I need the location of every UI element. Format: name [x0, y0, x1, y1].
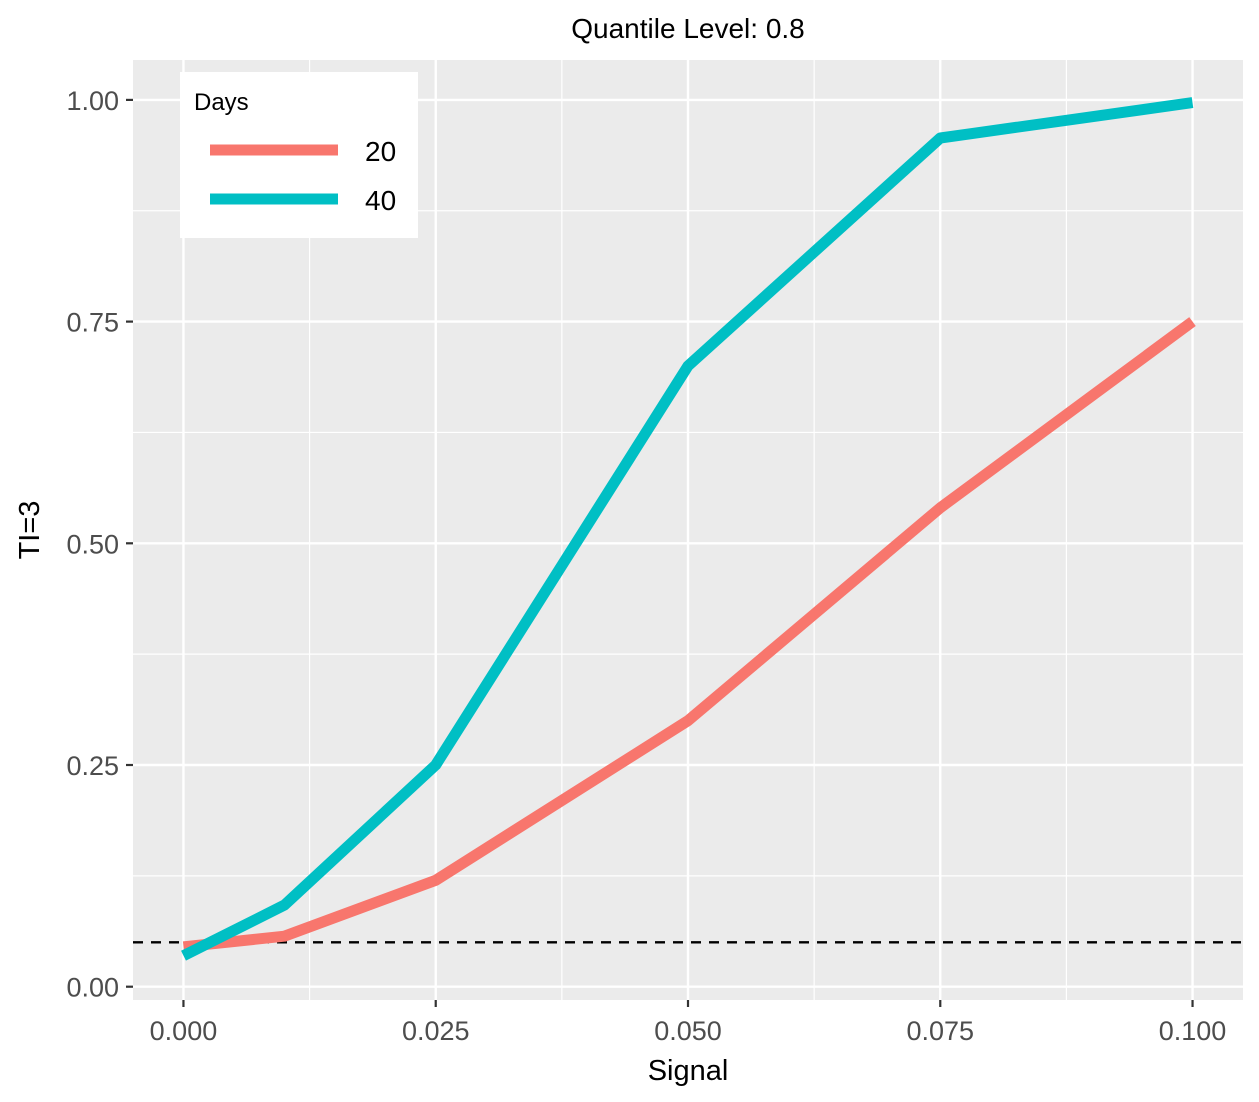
legend: Days 20 40 — [180, 72, 418, 238]
x-tick-label: 0.075 — [906, 1016, 974, 1046]
x-axis: 0.000 0.025 0.050 0.075 0.100 — [150, 1000, 1227, 1046]
legend-label-20: 20 — [365, 136, 396, 167]
x-axis-title: Signal — [648, 1055, 729, 1087]
y-tick-label: 0.50 — [66, 529, 119, 559]
series-line-20 — [182, 317, 1196, 953]
legend-label-40: 40 — [365, 185, 396, 216]
y-axis-title: TI=3 — [14, 501, 46, 560]
x-tick-label: 0.050 — [654, 1016, 722, 1046]
x-tick-label: 0.100 — [1159, 1016, 1227, 1046]
series-group — [181, 97, 1196, 961]
y-tick-label: 0.25 — [66, 751, 119, 781]
y-tick-label: 1.00 — [66, 86, 119, 116]
y-tick-label: 0.00 — [66, 973, 119, 1003]
x-tick-label: 0.025 — [402, 1016, 470, 1046]
major-gridlines — [133, 60, 1243, 1000]
y-tick-label: 0.75 — [66, 308, 119, 338]
y-axis: 0.00 0.25 0.50 0.75 1.00 — [66, 86, 133, 1003]
legend-title: Days — [194, 89, 249, 116]
series-line-40 — [181, 97, 1194, 961]
chart-title: Quantile Level: 0.8 — [571, 13, 805, 44]
x-tick-label: 0.000 — [150, 1016, 218, 1046]
